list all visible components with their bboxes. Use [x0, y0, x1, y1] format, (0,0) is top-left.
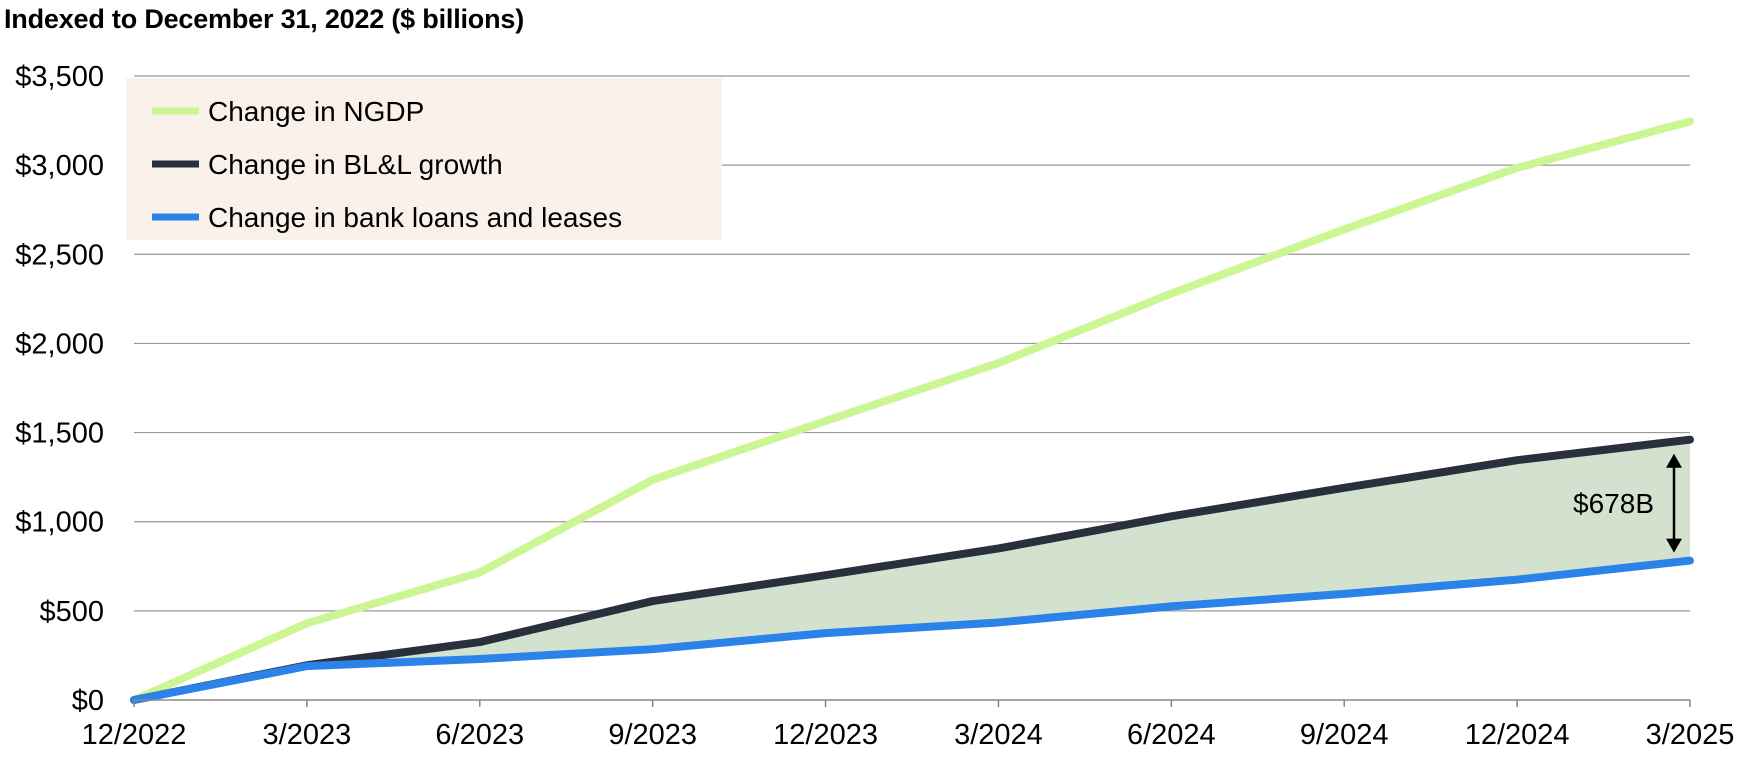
legend: Change in NGDP Change in BL&L growth Chang…: [126, 78, 722, 240]
gap-annotation: $678B: [1573, 453, 1682, 553]
series-line-2: [130, 435, 1694, 704]
series-line-1: [130, 117, 1694, 704]
x-axis-ticks: 12/2022 3/2023 6/2023 9/2023 12/2023 3/2024 6/…: [82, 719, 1735, 751]
legend-label: Change in BL&L growth: [208, 149, 503, 180]
y-tick-label: $500: [39, 596, 104, 628]
y-tick-label: $3,500: [15, 61, 104, 93]
x-tick-label: 6/2024: [1127, 719, 1216, 751]
x-tick-label: 12/2024: [1465, 719, 1570, 751]
y-tick-label: $0: [72, 685, 104, 717]
y-tick-label: $2,000: [15, 328, 104, 360]
series-line-3: [130, 556, 1694, 704]
y-tick-label: $1,000: [15, 507, 104, 539]
chart-title: Indexed to December 31, 2022 ($ billions…: [4, 4, 524, 34]
x-tick-label: 12/2022: [82, 719, 187, 751]
x-tick-label: 3/2023: [263, 719, 352, 751]
legend-label: Change in bank loans and leases: [208, 202, 622, 233]
x-tick-label: 6/2023: [435, 719, 524, 751]
y-axis-ticks: $0 $500 $1,000 $1,500 $2,000 $2,500 $3,000 $3,5…: [15, 61, 104, 717]
series-lines: [130, 117, 1694, 704]
gap-arrow-head-down: [1666, 538, 1682, 553]
y-tick-label: $1,500: [15, 418, 104, 450]
y-tick-label: $3,000: [15, 150, 104, 182]
x-tick-label: 9/2024: [1300, 719, 1389, 751]
x-tick-label: 3/2025: [1646, 719, 1735, 751]
x-tick-label: 12/2023: [773, 719, 878, 751]
x-tick-label: 3/2024: [954, 719, 1043, 751]
x-tick-label: 9/2023: [608, 719, 697, 751]
gap-arrow-head-up: [1666, 453, 1682, 468]
axes: [133, 699, 1691, 707]
gap-annotation-label: $678B: [1573, 488, 1654, 519]
legend-label: Change in NGDP: [208, 96, 424, 127]
y-tick-label: $2,500: [15, 239, 104, 271]
gridlines: [134, 75, 1690, 612]
legend-box: [126, 78, 722, 240]
